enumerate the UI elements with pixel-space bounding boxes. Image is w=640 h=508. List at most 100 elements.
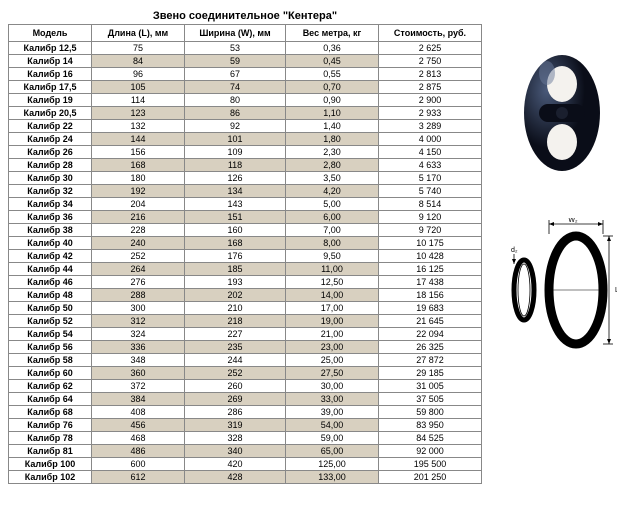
cell-cost: 29 185 xyxy=(379,367,482,380)
cell-length: 600 xyxy=(92,458,185,471)
cell-model: Калибр 34 xyxy=(9,198,92,211)
cell-cost: 9 720 xyxy=(379,224,482,237)
cell-cost: 2 813 xyxy=(379,68,482,81)
cell-width: 80 xyxy=(185,94,286,107)
table-row: Калибр 1484590,452 750 xyxy=(9,55,482,68)
cell-model: Калибр 32 xyxy=(9,185,92,198)
cell-length: 84 xyxy=(92,55,185,68)
table-row: Калибр 402401688,0010 175 xyxy=(9,237,482,250)
cell-length: 216 xyxy=(92,211,185,224)
cell-length: 468 xyxy=(92,432,185,445)
table-row: Калибр 100600420125,00195 500 xyxy=(9,458,482,471)
cell-model: Калибр 40 xyxy=(9,237,92,250)
cell-length: 408 xyxy=(92,406,185,419)
cell-weight: 0,45 xyxy=(286,55,379,68)
cell-model: Калибр 78 xyxy=(9,432,92,445)
cell-length: 384 xyxy=(92,393,185,406)
cell-width: 193 xyxy=(185,276,286,289)
table-row: Калибр 5432422721,0022 094 xyxy=(9,328,482,341)
cell-width: 143 xyxy=(185,198,286,211)
table-row: Калибр 6237226030,0031 005 xyxy=(9,380,482,393)
cell-cost: 21 645 xyxy=(379,315,482,328)
cell-length: 372 xyxy=(92,380,185,393)
spec-table-area: Звено соединительное "Кентера" Модель Дл… xyxy=(8,8,482,484)
table-row: Калибр 4828820214,0018 156 xyxy=(9,289,482,302)
cell-cost: 2 933 xyxy=(379,107,482,120)
col-width: Ширина (W), мм xyxy=(185,25,286,42)
cell-length: 105 xyxy=(92,81,185,94)
cell-cost: 2 625 xyxy=(379,42,482,55)
cell-length: 123 xyxy=(92,107,185,120)
cell-weight: 6,00 xyxy=(286,211,379,224)
cell-model: Калибр 56 xyxy=(9,341,92,354)
cell-cost: 18 156 xyxy=(379,289,482,302)
cell-model: Калибр 44 xyxy=(9,263,92,276)
kenter-link-diagram: W₂ d₂ L₂ xyxy=(507,218,617,358)
cell-weight: 2,30 xyxy=(286,146,379,159)
table-row: Калибр 1696670,552 813 xyxy=(9,68,482,81)
cell-length: 192 xyxy=(92,185,185,198)
cell-width: 202 xyxy=(185,289,286,302)
table-row: Калибр 321921344,205 740 xyxy=(9,185,482,198)
cell-length: 144 xyxy=(92,133,185,146)
cell-width: 109 xyxy=(185,146,286,159)
cell-cost: 26 325 xyxy=(379,341,482,354)
cell-model: Калибр 46 xyxy=(9,276,92,289)
cell-length: 336 xyxy=(92,341,185,354)
cell-model: Калибр 100 xyxy=(9,458,92,471)
cell-width: 74 xyxy=(185,81,286,94)
table-row: Калибр 342041435,008 514 xyxy=(9,198,482,211)
cell-length: 75 xyxy=(92,42,185,55)
table-row: Калибр 362161516,009 120 xyxy=(9,211,482,224)
table-row: Калибр 5030021017,0019 683 xyxy=(9,302,482,315)
cell-weight: 1,10 xyxy=(286,107,379,120)
cell-weight: 1,80 xyxy=(286,133,379,146)
col-weight: Вес метра, кг xyxy=(286,25,379,42)
col-cost: Стоимость, руб. xyxy=(379,25,482,42)
cell-weight: 4,20 xyxy=(286,185,379,198)
cell-length: 612 xyxy=(92,471,185,484)
cell-weight: 17,00 xyxy=(286,302,379,315)
cell-model: Калибр 76 xyxy=(9,419,92,432)
table-row: Калибр 5834824425,0027 872 xyxy=(9,354,482,367)
cell-weight: 1,40 xyxy=(286,120,379,133)
table-row: Калибр 4426418511,0016 125 xyxy=(9,263,482,276)
cell-model: Калибр 22 xyxy=(9,120,92,133)
table-row: Калибр 102612428133,00201 250 xyxy=(9,471,482,484)
cell-model: Калибр 42 xyxy=(9,250,92,263)
cell-cost: 9 120 xyxy=(379,211,482,224)
table-row: Калибр 7645631954,0083 950 xyxy=(9,419,482,432)
cell-weight: 30,00 xyxy=(286,380,379,393)
cell-model: Калибр 38 xyxy=(9,224,92,237)
cell-width: 244 xyxy=(185,354,286,367)
table-row: Калибр 7846832859,0084 525 xyxy=(9,432,482,445)
table-row: Калибр 382281607,009 720 xyxy=(9,224,482,237)
cell-width: 319 xyxy=(185,419,286,432)
cell-weight: 0,70 xyxy=(286,81,379,94)
cell-weight: 0,90 xyxy=(286,94,379,107)
cell-cost: 59 800 xyxy=(379,406,482,419)
cell-model: Калибр 64 xyxy=(9,393,92,406)
cell-model: Калибр 12,5 xyxy=(9,42,92,55)
cell-cost: 4 000 xyxy=(379,133,482,146)
side-images: W₂ d₂ L₂ xyxy=(482,8,632,358)
cell-model: Калибр 20,5 xyxy=(9,107,92,120)
table-row: Калибр 19114800,902 900 xyxy=(9,94,482,107)
cell-width: 53 xyxy=(185,42,286,55)
cell-width: 235 xyxy=(185,341,286,354)
cell-width: 286 xyxy=(185,406,286,419)
cell-model: Калибр 19 xyxy=(9,94,92,107)
cell-model: Калибр 30 xyxy=(9,172,92,185)
cell-cost: 195 500 xyxy=(379,458,482,471)
cell-length: 360 xyxy=(92,367,185,380)
cell-cost: 19 683 xyxy=(379,302,482,315)
cell-model: Калибр 48 xyxy=(9,289,92,302)
kenter-link-photo xyxy=(517,48,607,178)
cell-weight: 8,00 xyxy=(286,237,379,250)
cell-width: 227 xyxy=(185,328,286,341)
cell-weight: 7,00 xyxy=(286,224,379,237)
cell-cost: 27 872 xyxy=(379,354,482,367)
cell-weight: 21,00 xyxy=(286,328,379,341)
cell-length: 228 xyxy=(92,224,185,237)
table-row: Калибр 22132921,403 289 xyxy=(9,120,482,133)
